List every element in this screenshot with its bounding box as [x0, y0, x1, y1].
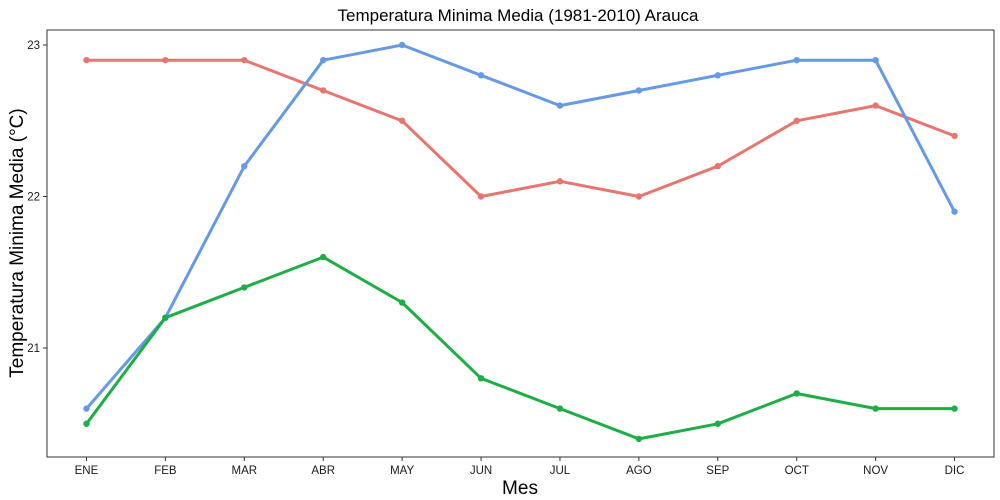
data-point: [556, 102, 564, 109]
series-line: [85, 58, 956, 198]
data-point: [83, 56, 90, 64]
x-tick-label: JUN: [470, 465, 492, 477]
chart-title: Temperatura Minima Media (1981-2010) Ara…: [338, 6, 700, 25]
y-axis-title: Temperatura Minima Media (°C): [7, 108, 28, 377]
data-point: [477, 193, 485, 200]
data-point: [398, 117, 406, 124]
x-tick-label: NOV: [863, 465, 888, 477]
data-point: [635, 87, 643, 94]
data-point: [951, 132, 958, 140]
data-point: [162, 56, 169, 64]
x-axis-title: Mes: [502, 478, 538, 499]
x-axis: ENE FEB MAR ABR MAY JUN JUL AGO SEP OCT NOV DIC: [75, 457, 965, 477]
series-line: [85, 255, 956, 441]
x-tick-label: ENE: [75, 465, 99, 477]
series-layer: [83, 41, 958, 443]
data-point: [83, 420, 90, 427]
data-point: [477, 375, 485, 382]
y-tick-label: 23: [27, 40, 40, 52]
data-point: [793, 56, 800, 64]
data-point: [320, 253, 327, 261]
x-tick-label: MAY: [390, 465, 414, 477]
data-point: [241, 163, 248, 170]
data-point: [241, 56, 248, 64]
data-point: [320, 56, 327, 64]
data-point: [714, 163, 721, 170]
data-point: [872, 102, 879, 109]
data-point: [714, 72, 721, 79]
data-point: [951, 405, 958, 412]
x-tick-label: DIC: [945, 465, 965, 477]
data-point: [635, 193, 643, 200]
data-point: [398, 299, 406, 306]
data-point: [793, 390, 800, 397]
data-point: [793, 117, 800, 124]
data-point: [556, 405, 564, 412]
x-tick-label: MAR: [232, 465, 258, 477]
data-point: [162, 314, 169, 321]
data-point: [635, 435, 643, 443]
data-point: [83, 405, 90, 412]
x-tick-label: ABR: [311, 465, 335, 477]
x-tick-label: OCT: [785, 465, 809, 477]
y-axis: 21 22 23: [27, 40, 47, 355]
data-point: [872, 405, 879, 412]
data-point: [320, 87, 327, 94]
y-tick-label: 22: [27, 192, 40, 204]
x-tick-label: FEB: [154, 465, 177, 477]
x-tick-label: JUL: [550, 465, 571, 477]
series-2: [83, 253, 958, 443]
x-tick-label: AGO: [626, 465, 652, 477]
series-1: [83, 41, 958, 412]
data-point: [241, 284, 248, 291]
data-point: [477, 72, 485, 79]
data-point: [714, 420, 721, 427]
x-tick-label: SEP: [706, 465, 729, 477]
series-0: [83, 56, 958, 200]
data-point: [398, 41, 406, 49]
data-point: [556, 178, 564, 185]
data-point: [872, 56, 879, 64]
data-point: [951, 208, 958, 215]
series-line: [85, 43, 956, 411]
y-tick-label: 21: [27, 343, 40, 355]
